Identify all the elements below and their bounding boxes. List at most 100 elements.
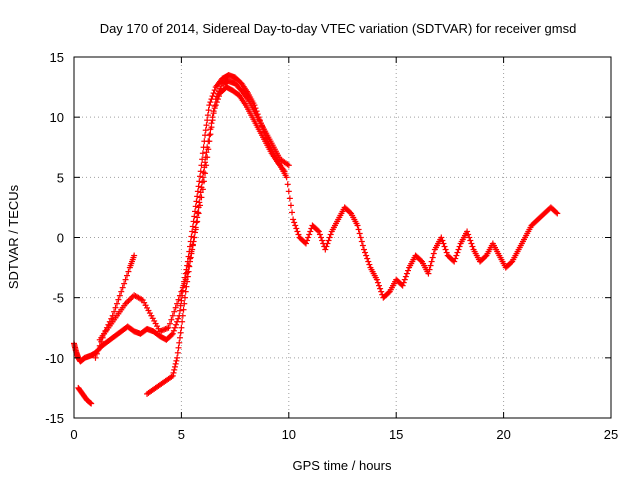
data-point <box>179 318 186 325</box>
data-point <box>197 194 204 201</box>
data-point <box>175 344 182 351</box>
data-point <box>192 203 199 210</box>
data-point <box>203 149 210 156</box>
data-point <box>287 202 294 209</box>
data-point <box>178 297 185 304</box>
data-point <box>199 156 206 163</box>
data-point <box>121 280 128 287</box>
data-point <box>439 237 446 244</box>
data-point <box>360 246 367 253</box>
data-point <box>325 237 332 244</box>
data-point <box>172 304 179 311</box>
data-point <box>169 330 176 337</box>
data-point <box>174 318 181 325</box>
data-point <box>323 243 330 250</box>
data-point <box>179 284 186 291</box>
data-point <box>358 238 365 245</box>
data-point <box>171 324 178 331</box>
data-point <box>214 96 221 103</box>
data-point <box>184 273 191 280</box>
data-point <box>96 342 103 349</box>
data-point <box>173 357 180 364</box>
data-point <box>197 173 204 180</box>
data-point <box>198 184 205 191</box>
data-point <box>177 329 184 336</box>
data-point <box>307 228 314 235</box>
data-point <box>189 246 196 253</box>
data-point <box>453 252 460 259</box>
data-point <box>171 363 178 370</box>
data-point <box>403 270 410 277</box>
data-point <box>347 209 354 216</box>
data-point <box>365 258 372 265</box>
data-point <box>327 231 334 238</box>
data-point <box>168 316 175 323</box>
data-point <box>467 237 474 244</box>
y-tick-label: -15 <box>45 411 64 426</box>
y-axis-ticks: -15 -10 -5 0 5 10 15 <box>45 50 611 426</box>
data-point <box>454 249 461 256</box>
x-axis-label: GPS time / hours <box>293 458 392 473</box>
data-point <box>175 296 182 303</box>
data-point <box>465 231 472 238</box>
data-point <box>316 231 323 238</box>
data-point <box>283 174 290 181</box>
data-point <box>385 289 392 296</box>
data-point <box>118 288 125 295</box>
data-point <box>194 193 201 200</box>
data-point <box>207 131 214 138</box>
series-group <box>144 84 288 397</box>
data-point <box>178 324 185 331</box>
data-point <box>427 262 434 269</box>
chart-title: Day 170 of 2014, Sidereal Day-to-day VTE… <box>100 21 577 36</box>
data-point <box>172 360 179 367</box>
data-point <box>194 188 201 195</box>
data-point <box>195 183 202 190</box>
series-group <box>92 252 138 361</box>
data-point <box>170 327 177 334</box>
data-point <box>204 144 211 151</box>
data-point <box>284 181 291 188</box>
data-point <box>215 93 222 100</box>
data-point <box>168 331 175 338</box>
data-point <box>169 372 176 379</box>
data-point <box>378 288 385 295</box>
data-point <box>87 399 94 406</box>
data-point <box>101 330 108 337</box>
data-point <box>125 268 132 275</box>
data-point <box>428 258 435 265</box>
data-point <box>364 255 371 262</box>
data-point <box>429 254 436 261</box>
data-point <box>469 243 476 250</box>
data-point <box>294 228 301 235</box>
data-point <box>451 258 458 265</box>
data-point <box>362 249 369 256</box>
data-point <box>202 154 209 161</box>
data-point <box>218 83 225 90</box>
data-point <box>186 263 193 270</box>
data-point <box>187 254 194 261</box>
data-point <box>203 122 210 129</box>
data-point <box>374 279 381 286</box>
data-point <box>126 296 133 303</box>
y-tick-label: -5 <box>52 291 64 306</box>
data-point <box>171 366 178 373</box>
data-point <box>99 334 106 341</box>
data-point <box>438 234 445 241</box>
data-point <box>191 234 198 241</box>
data-point <box>211 87 218 94</box>
data-point <box>318 234 325 241</box>
data-point <box>373 276 380 283</box>
data-point <box>98 338 105 345</box>
data-point <box>183 283 190 290</box>
data-point <box>88 400 95 407</box>
data-point <box>192 208 199 215</box>
data-point <box>174 349 181 356</box>
data-point <box>205 107 212 114</box>
data-point <box>179 312 186 319</box>
data-point <box>109 312 116 319</box>
data-point <box>366 261 373 268</box>
data-point <box>400 279 407 286</box>
y-tick-label: 10 <box>50 110 64 125</box>
